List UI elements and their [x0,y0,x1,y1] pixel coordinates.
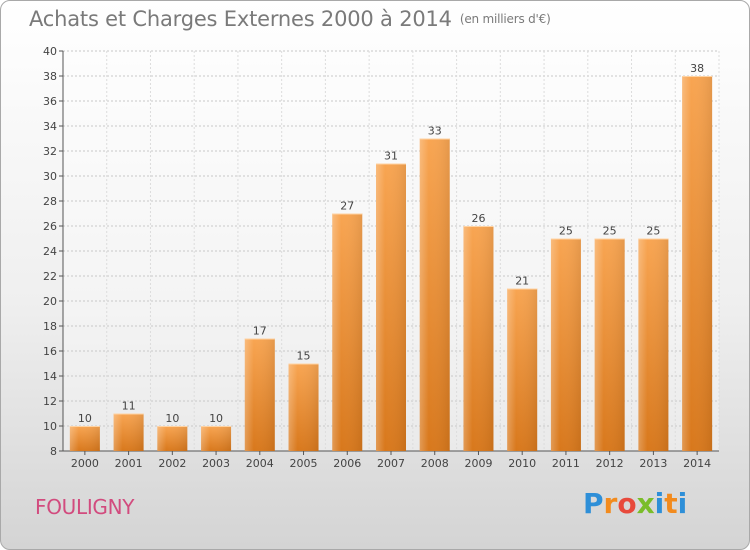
data-label: 21 [515,275,529,288]
y-tick-label: 18 [43,320,57,333]
y-tick-label: 38 [43,70,57,83]
bar-shade [157,426,188,451]
data-label: 38 [690,62,704,75]
x-tick-label: 2009 [464,457,492,470]
bars [69,76,713,451]
logo-letter: x [636,487,655,520]
y-tick-label: 16 [43,345,57,358]
x-tick-label: 2005 [290,457,318,470]
data-label: 15 [297,350,311,363]
x-tick-label: 2001 [115,457,143,470]
y-tick-label: 34 [43,120,57,133]
bar-shade [332,213,363,451]
bar-shade [244,338,275,451]
bar-shade [550,238,581,451]
y-tick-label: 32 [43,145,57,158]
axes: 8 10 12 14 16 18 20 22 24 26 28 30 32 34 36 38 40 2000 200… [43,45,719,470]
x-tick-label: 2002 [158,457,186,470]
y-tick-label: 26 [43,220,57,233]
data-label: 11 [122,400,136,413]
x-tick-label: 2008 [421,457,449,470]
bar-shade [69,426,100,451]
logo-letter: t [664,487,678,520]
proxiti-logo: Proxiti [583,487,687,520]
logo-letter: i [677,487,688,520]
data-label: 25 [559,225,573,238]
bar-shade [507,288,538,451]
x-tick-label: 2011 [552,457,580,470]
data-label: 25 [603,225,617,238]
y-tick-label: 12 [43,395,57,408]
y-tick-label: 20 [43,295,57,308]
bar-shade [419,138,450,451]
x-tick-label: 2007 [377,457,405,470]
chart-title-text: Achats et Charges Externes 2000 à 2014 [29,7,452,31]
data-label: 10 [78,412,92,425]
y-tick-label: 22 [43,270,57,283]
bar-shade [113,413,144,451]
chart-unit: (en milliers d'€) [459,12,551,26]
logo-letter: o [617,487,637,520]
x-tick-label: 2013 [639,457,667,470]
y-tick-label: 40 [43,45,57,58]
x-tick-label: 2014 [683,457,711,470]
y-tick-label: 30 [43,170,57,183]
y-tick-label: 28 [43,195,57,208]
x-tick-label: 2000 [71,457,99,470]
data-label: 25 [646,225,660,238]
x-tick-label: 2012 [596,457,624,470]
commune-name: FOULIGNY [35,495,135,519]
logo-letter: P [583,487,604,520]
y-tick-label: 8 [50,445,57,458]
data-label: 17 [253,325,267,338]
data-label: 26 [471,212,485,225]
bar-shade [594,238,625,451]
data-labels: 10 11 10 10 17 15 27 31 33 26 21 25 25 25 38 [78,62,704,425]
logo-letter: i [654,487,665,520]
bar-shade [201,426,232,451]
data-label: 10 [209,412,223,425]
data-label: 33 [428,125,442,138]
logo-letter: r [603,487,618,520]
y-tick-label: 24 [43,245,57,258]
bar-shade [682,76,713,451]
chart-title: Achats et Charges Externes 2000 à 2014 (e… [29,7,551,31]
x-tick-label: 2006 [333,457,361,470]
x-tick-label: 2003 [202,457,230,470]
data-label: 10 [165,412,179,425]
bar-shade [463,226,494,451]
data-label: 31 [384,150,398,163]
y-tick-label: 14 [43,370,57,383]
data-label: 27 [340,200,354,213]
x-tick-label: 2010 [508,457,536,470]
y-tick-label: 10 [43,420,57,433]
y-tick-label: 36 [43,95,57,108]
bar-shade [288,363,319,451]
bar-shade [638,238,669,451]
bar-shade [376,163,406,451]
x-tick-label: 2004 [246,457,274,470]
